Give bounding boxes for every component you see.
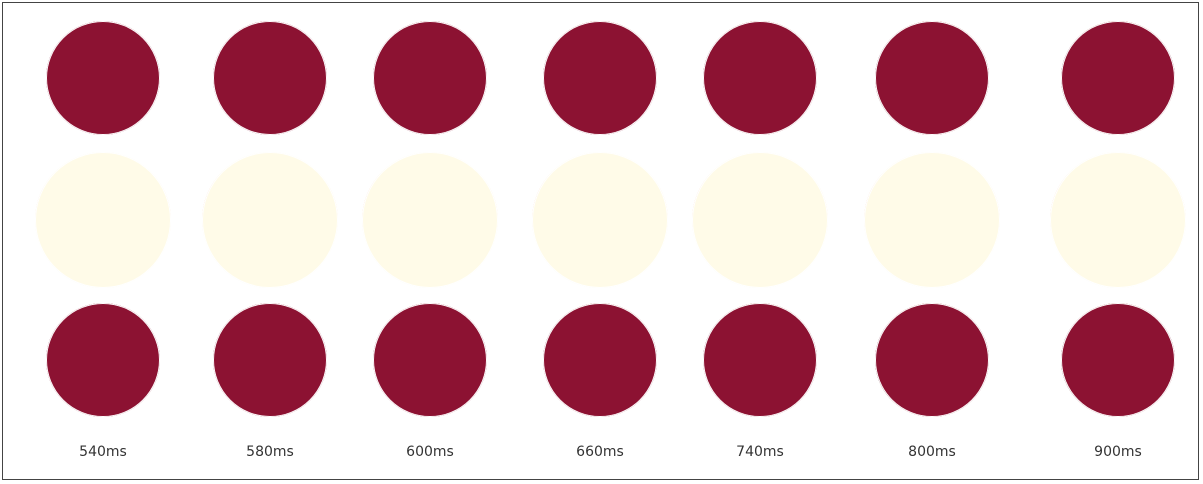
topography-map	[532, 152, 668, 288]
topography-map	[864, 152, 1000, 288]
topography-map	[875, 303, 989, 417]
time-label: 580ms	[246, 444, 294, 460]
topography-map	[46, 303, 160, 417]
topography-map	[692, 152, 828, 288]
topography-map	[202, 152, 338, 288]
topography-map	[373, 303, 487, 417]
topography-map	[543, 303, 657, 417]
time-label: 800ms	[908, 444, 956, 460]
topography-map	[35, 152, 171, 288]
topography-map	[362, 152, 498, 288]
time-label: 900ms	[1094, 444, 1142, 460]
topography-map	[213, 21, 327, 135]
time-label: 540ms	[79, 444, 127, 460]
topography-map	[543, 21, 657, 135]
time-label: 600ms	[406, 444, 454, 460]
topography-map	[703, 21, 817, 135]
topography-map	[46, 21, 160, 135]
topography-map	[703, 303, 817, 417]
topography-map	[373, 21, 487, 135]
topography-map	[1061, 303, 1175, 417]
time-label: 740ms	[736, 444, 784, 460]
topography-map	[1050, 152, 1186, 288]
time-label: 660ms	[576, 444, 624, 460]
topography-map	[213, 303, 327, 417]
topography-map	[875, 21, 989, 135]
topography-map	[1061, 21, 1175, 135]
